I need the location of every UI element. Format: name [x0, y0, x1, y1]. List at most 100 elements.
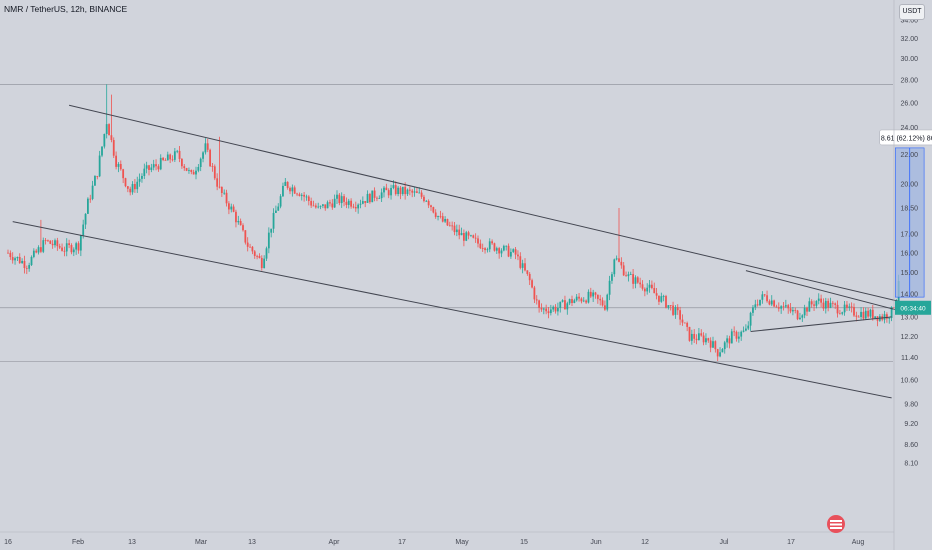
candle-body — [423, 196, 425, 202]
candle-77 — [188, 167, 190, 174]
price-tick-label: 13.00 — [900, 314, 918, 321]
candle-body — [822, 302, 825, 309]
candle-body — [869, 309, 872, 317]
price-tick-label: 28.00 — [900, 77, 918, 84]
candle-body — [305, 196, 308, 198]
candle-36 — [91, 180, 94, 201]
candle-230 — [547, 306, 550, 319]
candle-body — [256, 255, 258, 257]
candle-9 — [28, 262, 31, 272]
time-tick-label: 13 — [248, 539, 256, 546]
candle-267 — [634, 275, 637, 289]
candle-body — [376, 197, 378, 199]
candle-body — [740, 331, 743, 337]
current-price-tag: 06:34:40 — [895, 300, 931, 315]
candle-body — [117, 163, 120, 167]
candle-body — [439, 216, 442, 217]
candle-186 — [444, 216, 446, 223]
candle-145 — [347, 198, 350, 209]
candle-106 — [256, 254, 258, 260]
candle-body — [110, 135, 113, 141]
candle-body — [747, 325, 750, 329]
candle-body — [9, 252, 12, 258]
candle-body — [514, 249, 517, 255]
candle-172 — [411, 189, 414, 198]
candle-body — [552, 306, 555, 310]
candle-body — [547, 311, 550, 314]
trendlines — [12, 104, 906, 399]
candle-body — [444, 219, 446, 222]
candle-358 — [848, 303, 851, 311]
price-tick-label: 34.00 — [900, 18, 918, 25]
candle-body — [641, 284, 644, 289]
candle-body — [213, 166, 216, 179]
candle-364 — [862, 307, 865, 321]
candle-144 — [345, 197, 348, 209]
candle-85 — [206, 138, 209, 153]
candle-17 — [47, 239, 49, 242]
candle-body — [592, 292, 595, 297]
candle-body — [693, 333, 696, 339]
candle-body — [404, 186, 407, 195]
candle-body — [848, 306, 851, 308]
candle-body — [359, 203, 362, 205]
candle-86 — [209, 148, 211, 167]
candle-body — [596, 294, 599, 299]
candle-body — [500, 250, 503, 254]
candle-body — [192, 171, 195, 175]
candle-325 — [770, 295, 773, 307]
candle-282 — [669, 305, 672, 311]
candle-30 — [77, 241, 80, 254]
candle-body — [620, 261, 623, 266]
candle-body — [448, 225, 451, 227]
candle-95 — [230, 203, 233, 213]
candle-73 — [178, 145, 181, 163]
candle-311 — [737, 331, 740, 343]
candle-301 — [714, 340, 717, 353]
candle-245 — [582, 297, 585, 303]
candle-body — [369, 193, 371, 203]
candle-43 — [108, 123, 110, 136]
candle-body — [538, 300, 540, 308]
candle-305 — [723, 340, 726, 354]
candle-111 — [267, 227, 270, 254]
candle-body — [397, 187, 399, 195]
candle-body — [545, 308, 548, 312]
candle-52 — [129, 186, 132, 196]
candle-61 — [150, 163, 153, 173]
candle-6 — [21, 258, 23, 265]
candle-body — [829, 302, 832, 308]
candle-body — [733, 331, 736, 333]
candle-47 — [117, 162, 120, 173]
candle-body — [571, 299, 573, 303]
candle-183 — [437, 215, 439, 221]
candle-body — [30, 256, 33, 266]
time-tick-label: 17 — [787, 539, 795, 546]
candle-body — [345, 201, 348, 205]
candle-body — [719, 352, 721, 357]
candle-131 — [314, 203, 317, 209]
candle-322 — [763, 294, 766, 297]
candle-240 — [571, 295, 573, 307]
candle-41 — [103, 133, 106, 149]
candle-body — [632, 274, 634, 284]
candle-body — [54, 240, 56, 246]
candle-102 — [246, 237, 249, 252]
candle-body — [683, 322, 686, 324]
candle-body — [183, 166, 186, 169]
candle-143 — [343, 194, 345, 207]
candle-body — [883, 314, 886, 320]
price-tick-label: 24.00 — [900, 125, 918, 132]
currency-selector[interactable]: USDT — [899, 4, 925, 20]
candle-151 — [361, 196, 364, 205]
candle-132 — [317, 202, 320, 209]
candle-262 — [622, 262, 625, 277]
time-tick-label: Jul — [720, 539, 729, 546]
candle-body — [324, 204, 327, 209]
candle-214 — [510, 248, 512, 259]
candle-283 — [672, 301, 674, 317]
candle-338 — [801, 314, 804, 322]
candle-353 — [836, 300, 839, 318]
